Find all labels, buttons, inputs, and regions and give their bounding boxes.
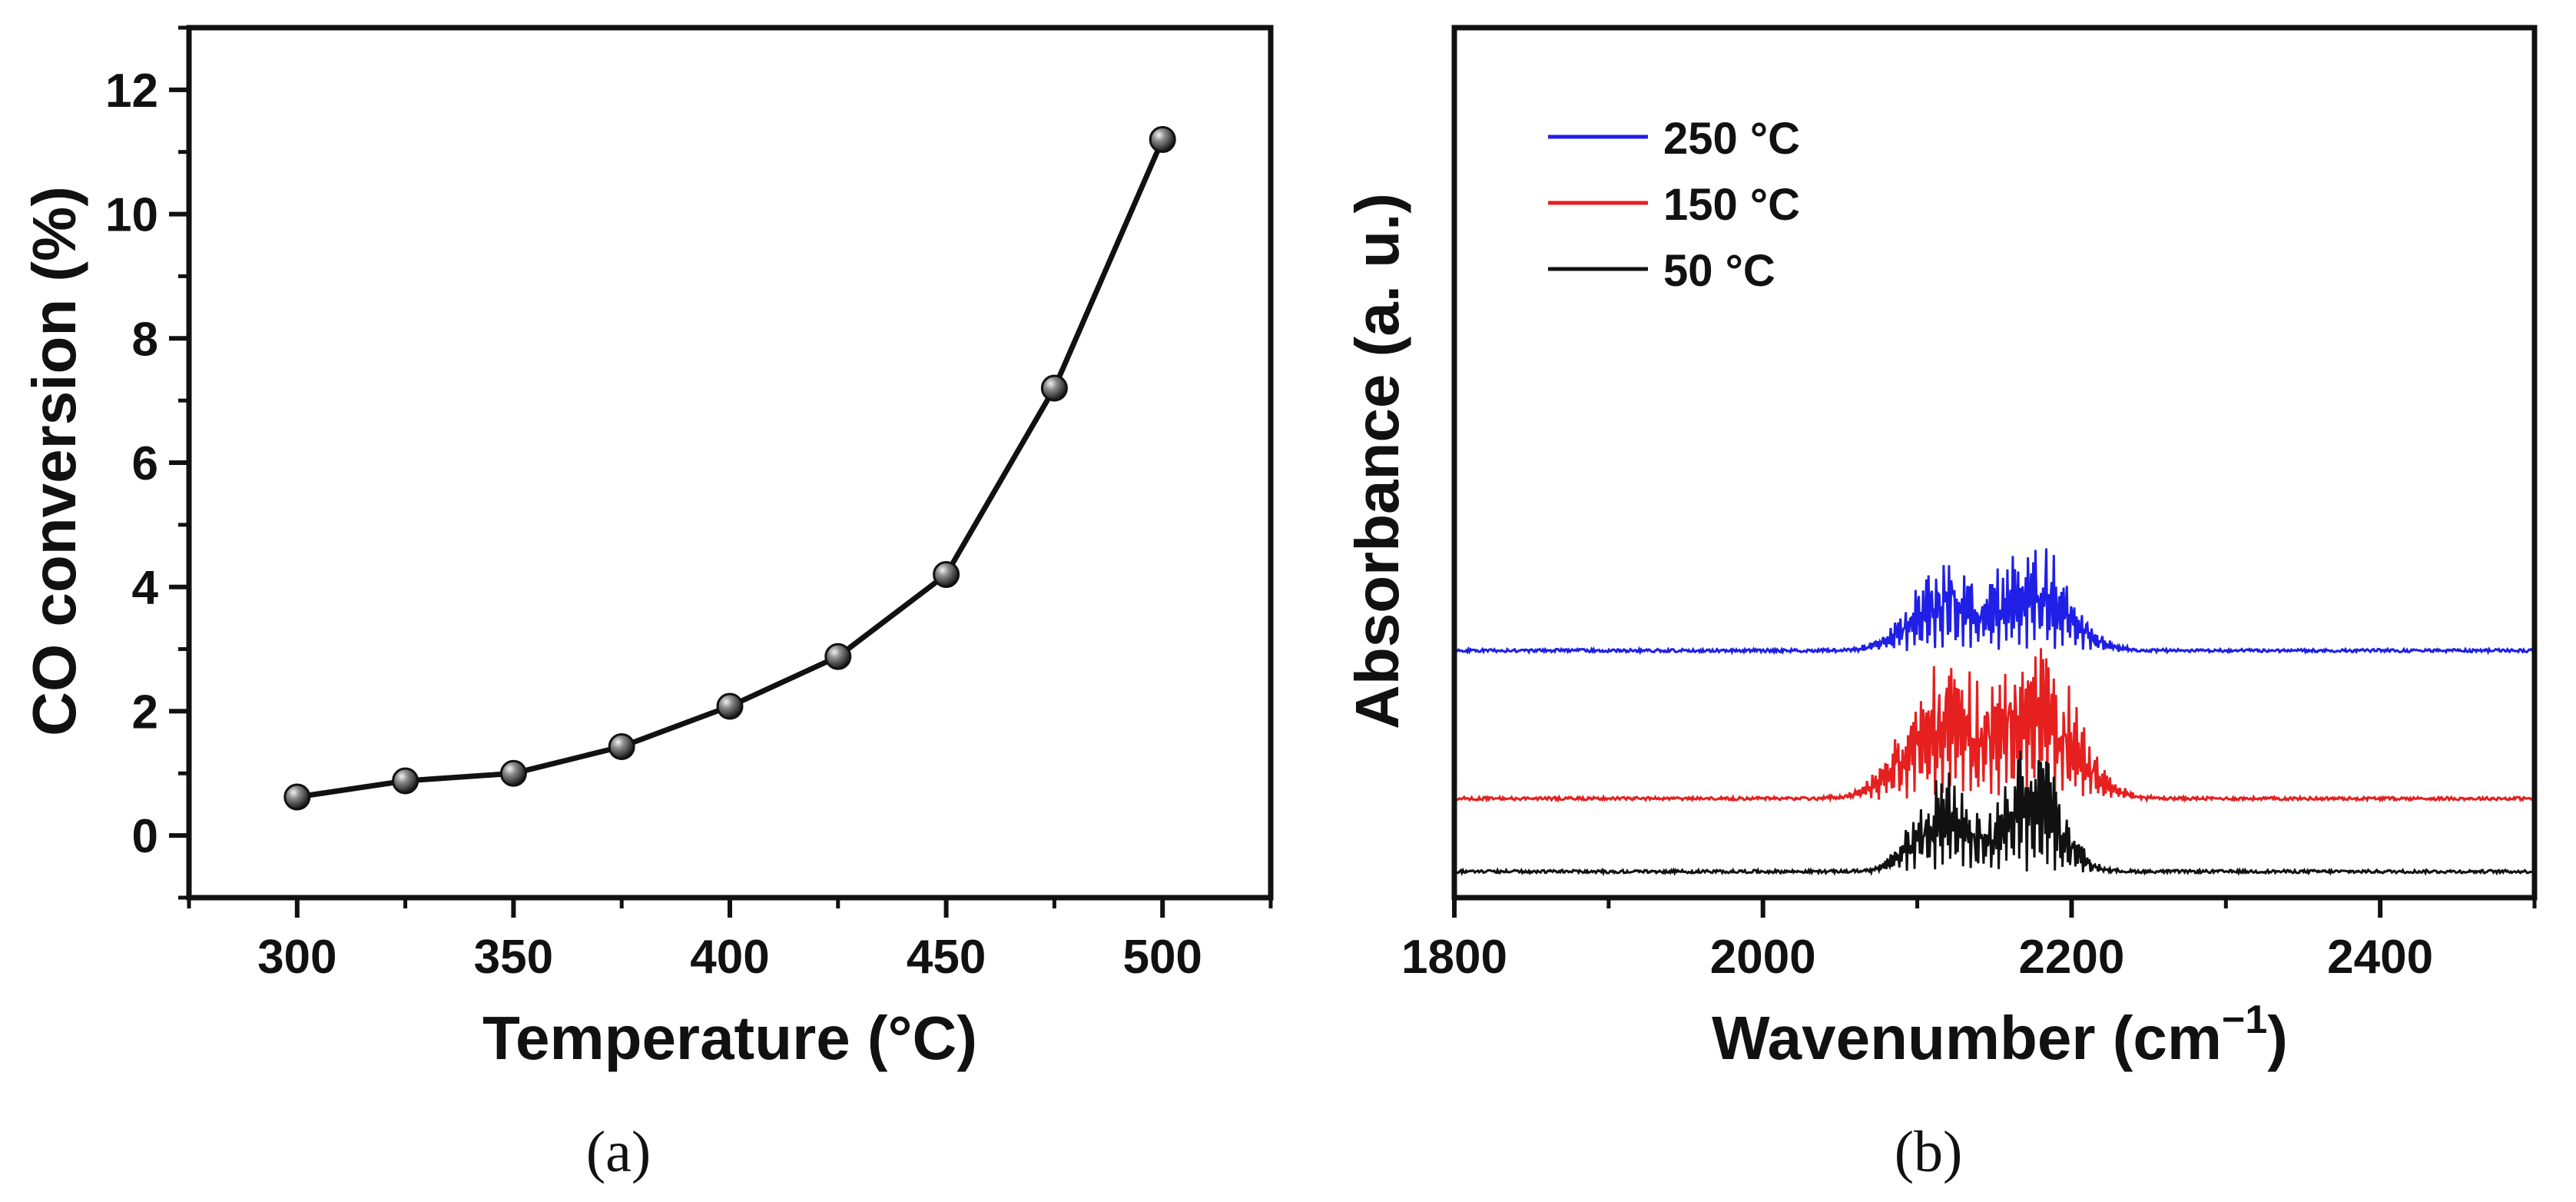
b-x-tick-label-2400: 2400 [2327, 931, 2433, 984]
panel-a-conversion-chart: 300 350 400 450 500 0 2 4 6 8 10 12 Temperature (°C… [20, 25, 1274, 1184]
panel-b-x-axis-label: Wavenumber (cm−1) [1712, 998, 2288, 1072]
panel-a-x-axis-label: Temperature (°C) [482, 1004, 977, 1072]
data-point-350 [499, 759, 527, 787]
x-tick-label-350: 350 [474, 931, 553, 984]
panel-b-spectra [1453, 548, 2536, 877]
data-point-425 [824, 643, 852, 670]
panel-a-ticks [169, 25, 1273, 918]
panel-b-caption: (b) [1895, 1120, 1963, 1184]
legend-label-150c: 150 °C [1663, 180, 1800, 230]
panel-b-tick-labels: 1800 2000 2200 2400 [1401, 931, 2433, 984]
data-point-300 [283, 783, 311, 811]
panel-b-ticks [1452, 898, 2537, 918]
data-point-400 [716, 692, 744, 720]
panel-b-y-axis-label: Absorbance (a. u.) [1343, 193, 1411, 729]
data-point-500 [1149, 126, 1176, 154]
x-label-main: Wavenumber (cm [1712, 1004, 2222, 1072]
b-x-tick-label-2200: 2200 [2018, 931, 2124, 984]
panel-b-legend: 250 °C 150 °C 50 °C [1548, 114, 1800, 296]
data-point-450 [933, 561, 960, 589]
y-tick-label-2: 2 [132, 686, 158, 739]
y-tick-label-8: 8 [132, 313, 158, 366]
x-tick-label-450: 450 [907, 931, 986, 984]
x-tick-label-400: 400 [690, 931, 769, 984]
y-tick-label-0: 0 [132, 810, 158, 863]
y-tick-label-10: 10 [105, 189, 158, 242]
spectrum-line-250c [1453, 548, 2536, 656]
panel-a-y-axis-label: CO conversion (%) [20, 186, 88, 736]
spectrum-line-150c [1454, 648, 2536, 803]
b-x-tick-label-1800: 1800 [1401, 931, 1507, 984]
legend-label-50c: 50 °C [1663, 246, 1775, 296]
x-label-superscript: −1 [2222, 998, 2267, 1042]
b-x-tick-label-2000: 2000 [1710, 931, 1816, 984]
panel-a-data-points [283, 126, 1176, 811]
panel-b-ir-spectra-chart: 1800 2000 2200 2400 250 °C 150 °C 50 °C Wav… [1343, 25, 2538, 1184]
legend-label-250c: 250 °C [1663, 114, 1800, 164]
panel-b-plot-frame [1451, 25, 2538, 901]
x-tick-label-500: 500 [1122, 931, 1202, 984]
panel-a-caption: (a) [586, 1120, 651, 1184]
x-label-suffix: ) [2267, 1004, 2288, 1072]
y-tick-label-12: 12 [105, 65, 158, 118]
data-point-375 [608, 733, 635, 761]
data-point-325 [392, 767, 419, 795]
y-tick-label-4: 4 [132, 562, 159, 615]
panel-a-plot-frame [186, 25, 1274, 901]
spectrum-line-50c [1453, 750, 2535, 877]
y-tick-label-6: 6 [132, 437, 158, 490]
panel-a-tick-labels: 300 350 400 450 500 0 2 4 6 8 10 12 [105, 65, 1202, 984]
x-tick-label-300: 300 [257, 931, 337, 984]
data-point-475 [1040, 374, 1068, 402]
